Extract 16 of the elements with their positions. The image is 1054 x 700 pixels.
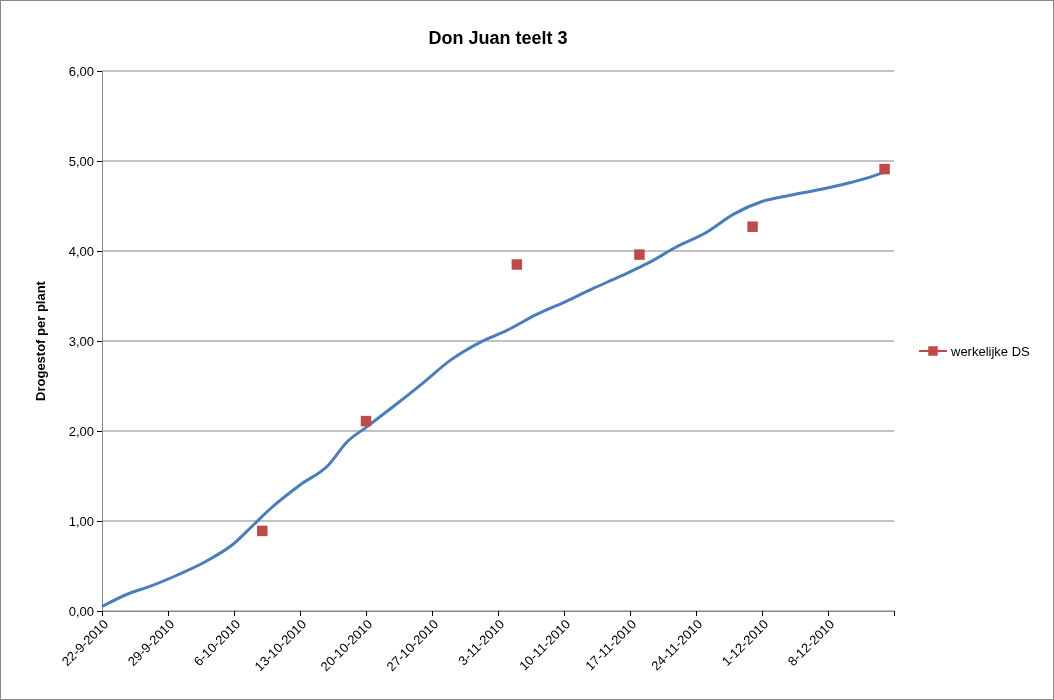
point [257, 525, 268, 537]
point [360, 415, 372, 427]
point [634, 249, 645, 260]
y-tick-label: 2,00 [68, 423, 94, 439]
y-tick-label: 1,00 [68, 513, 94, 529]
y-tick-label: 4,00 [68, 243, 94, 259]
y-tick-label: 6,00 [68, 63, 94, 79]
y-tick-label: 5,00 [68, 153, 94, 169]
point [879, 163, 890, 175]
legend-label: werkelijke DS [950, 343, 1031, 359]
y-tick-label: 0,00 [68, 603, 94, 619]
point [511, 259, 523, 270]
y-tick-label: 3,00 [68, 333, 94, 349]
point [747, 221, 758, 232]
chart-title: Don Juan teelt 3 [428, 28, 568, 48]
y-axis-title: Drogestof per plant [33, 280, 48, 401]
